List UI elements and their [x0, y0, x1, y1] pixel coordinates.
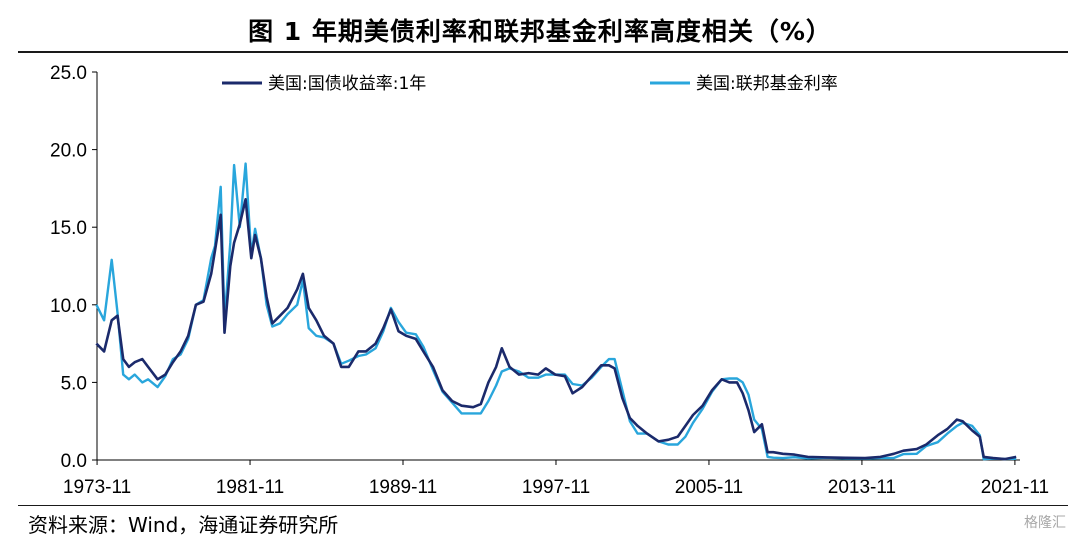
source-rule: [18, 505, 1068, 506]
y-tick-label: 5.0: [61, 373, 87, 394]
legend: 美国:国债收益率:1年 美国:联邦基金利率: [222, 74, 838, 94]
y-tick-label: 25.0: [50, 63, 87, 84]
source-note: 资料来源：Wind，海通证券研究所: [28, 513, 339, 537]
x-tick-label: 1973-11: [63, 477, 131, 498]
y-tick-label: 0.0: [61, 451, 87, 472]
legend-label-0: 美国:国债收益率:1年: [268, 74, 426, 94]
axes: 0.0 5.0 10.0 15.0 20.0 25.0 1973-11 1981-11 1989…: [50, 63, 1049, 498]
y-tick-label: 20.0: [50, 141, 87, 162]
x-tick-label: 1997-11: [522, 477, 590, 498]
y-tick-label: 15.0: [50, 218, 87, 239]
x-tick-label: 2005-11: [675, 477, 743, 498]
x-tick-label: 1989-11: [369, 477, 437, 498]
x-tick-label: 2021-11: [981, 477, 1049, 498]
chart-title: 图 1 年期美债利率和联邦基金利率高度相关（%）: [248, 17, 832, 46]
legend-label-1: 美国:联邦基金利率: [696, 74, 838, 94]
series-lines: [95, 162, 1017, 461]
series-line-1: [95, 162, 1017, 461]
y-tick-label: 10.0: [50, 296, 87, 317]
x-tick-label: 1981-11: [216, 477, 284, 498]
title-rule: [18, 51, 1068, 53]
series-line-0: [95, 198, 1017, 461]
x-tick-label: 2013-11: [828, 477, 896, 498]
watermark-logo: 格隆汇: [1024, 515, 1066, 531]
